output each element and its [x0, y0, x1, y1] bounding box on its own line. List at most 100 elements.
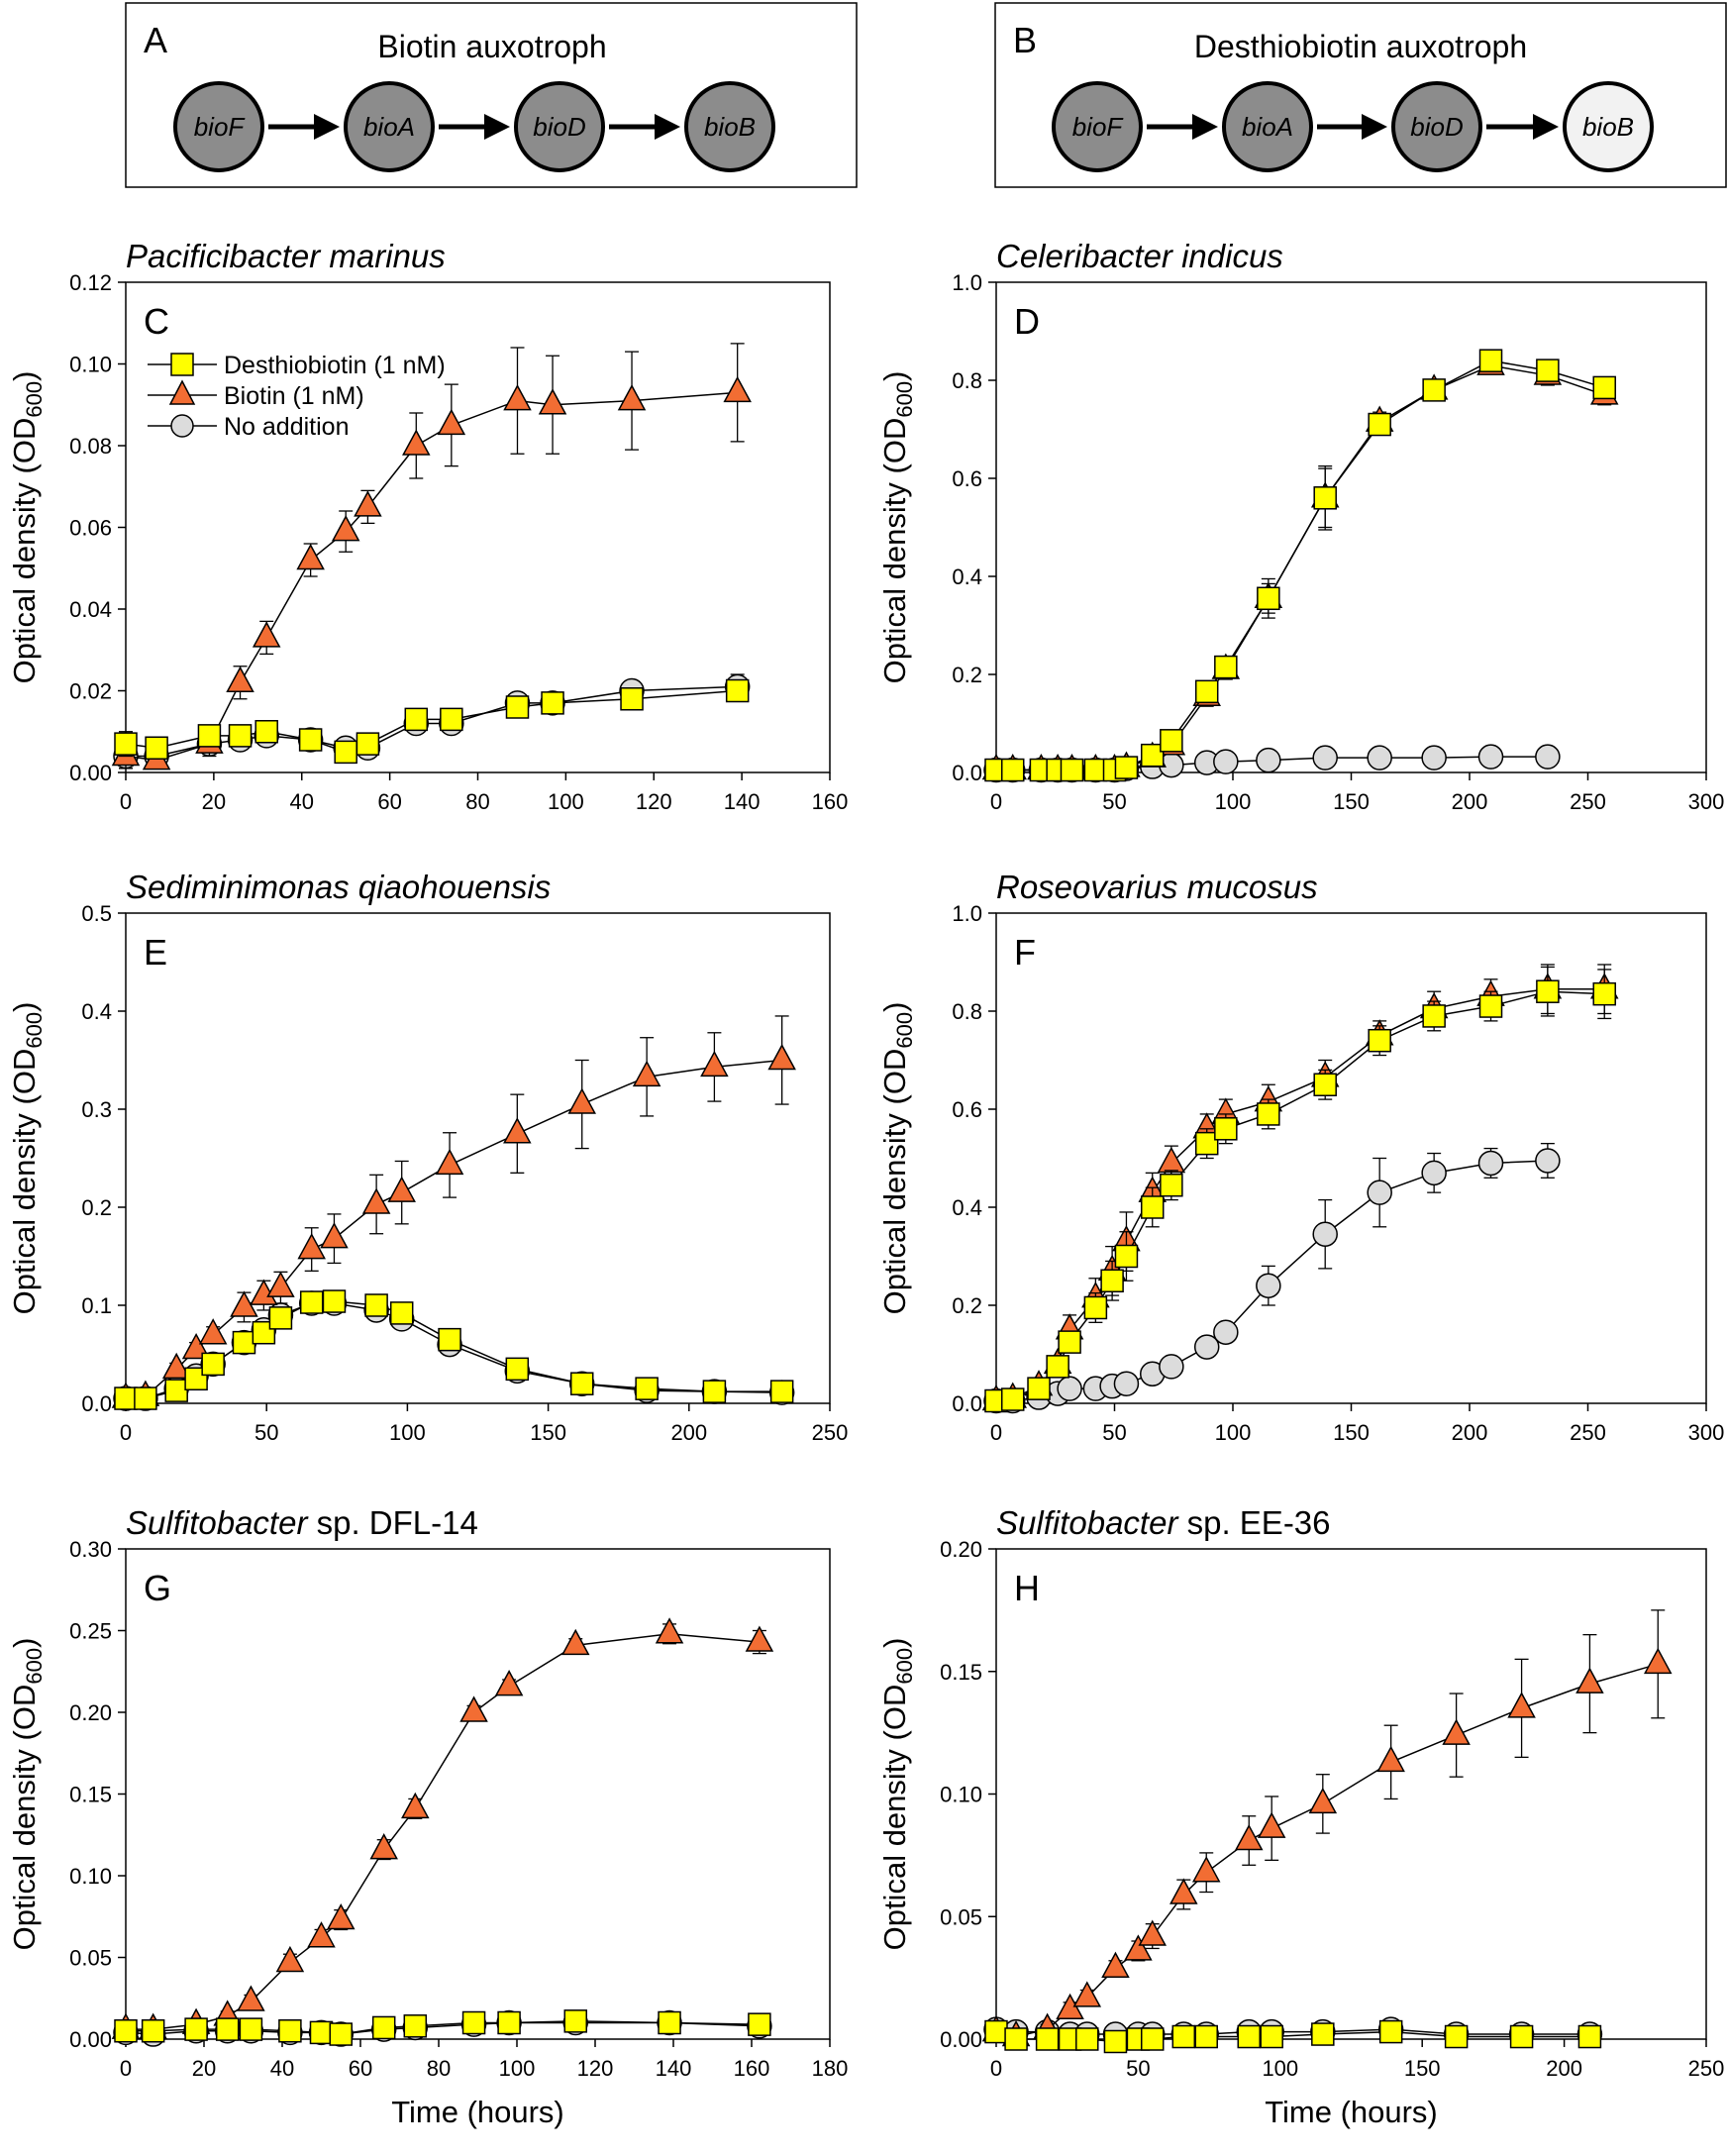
data-point-square [1140, 2027, 1165, 2051]
data-point-triangle [1072, 1981, 1102, 2007]
x-tick-label: 150 [1333, 1420, 1370, 1445]
y-tick-label: 0.2 [952, 1293, 982, 1318]
data-point-square [635, 1377, 659, 1400]
chart-title-italic: Sediminimonas qiaohouensis [126, 869, 551, 905]
data-point-circle [1312, 745, 1338, 770]
x-tick-label: 60 [377, 789, 401, 814]
gene-circle-bioA [1222, 81, 1313, 172]
series-triangle [111, 1617, 774, 2039]
data-point-square [329, 2022, 353, 2046]
x-tick-label: 160 [812, 789, 849, 814]
data-point-triangle [297, 1232, 326, 1260]
data-point-triangle [361, 1187, 391, 1214]
series-line [126, 1633, 760, 2030]
panel-letter: B [1013, 20, 1037, 60]
x-tick-label: 100 [1215, 1420, 1252, 1445]
y-tick-label: 0.2 [81, 1195, 112, 1220]
x-tick-label: 300 [1688, 789, 1725, 814]
y-axis-label-main: Optical density (OD [877, 1685, 912, 1951]
gene-label: bioA [1242, 112, 1293, 142]
data-point-square [658, 2010, 681, 2035]
x-tick-label: 0 [990, 1420, 1002, 1445]
data-point-triangle [503, 1117, 532, 1144]
data-point-square [164, 1379, 188, 1402]
data-point-triangle [237, 1985, 265, 2011]
data-point-circle [1477, 1150, 1504, 1177]
data-point-square [1444, 2024, 1469, 2049]
x-tick-label: 100 [389, 1420, 426, 1445]
data-point-circle [1535, 1148, 1561, 1174]
data-point-square [769, 1380, 794, 1403]
data-point-triangle [1101, 1951, 1130, 1978]
data-point-square [403, 2014, 428, 2038]
chart-title-italic: Celeribacter indicus [996, 238, 1283, 274]
gene-circle-bioF [1052, 81, 1143, 172]
legend: Desthiobiotin (1 nM) Biotin (1 nM) No addi… [148, 352, 446, 441]
x-tick-label: 50 [1126, 2056, 1150, 2081]
data-point-square [438, 1327, 461, 1352]
data-point-square [364, 1293, 388, 1317]
y-tick-label: 0.4 [952, 565, 982, 589]
data-point-triangle [354, 490, 382, 517]
data-point-square [1075, 2027, 1099, 2051]
data-point-square [1171, 2024, 1196, 2049]
data-point-triangle [1376, 1745, 1405, 1773]
data-point-triangle [767, 1043, 796, 1071]
chart-title: Roseovarius mucosus [996, 869, 1318, 905]
data-point-triangle [1576, 1667, 1604, 1694]
y-axis-label-main: Optical density (OD [7, 418, 42, 684]
data-point-triangle [632, 1060, 661, 1087]
data-point-square [389, 1301, 414, 1325]
y-tick-label: 0.25 [69, 1619, 112, 1644]
data-point-triangle [655, 1617, 684, 1644]
data-point-square [1478, 349, 1503, 372]
x-tick-label: 180 [812, 2056, 849, 2081]
y-tick-label: 1.0 [952, 270, 982, 295]
chart-title-italic: Pacificibacter marinus [126, 238, 446, 274]
data-point-circle [1256, 1273, 1281, 1298]
x-tick-label: 60 [349, 2056, 372, 2081]
gene-circle-bioF [173, 81, 264, 172]
data-point-square [1214, 655, 1238, 679]
data-point-circle [1193, 1334, 1220, 1360]
data-point-square [569, 1372, 594, 1395]
data-point-square [334, 740, 357, 765]
data-point-square [1536, 359, 1560, 382]
x-tick-label: 100 [548, 789, 584, 814]
x-tick-label: 0 [120, 2056, 132, 2081]
legend-label: Desthiobiotin (1 nM) [224, 352, 446, 379]
x-tick-label: 0 [990, 2056, 1002, 2081]
data-point-square [1311, 2022, 1335, 2046]
y-tick-label: 0.1 [81, 1293, 112, 1318]
data-point-triangle [1138, 1919, 1167, 1946]
data-point-square [1260, 2024, 1283, 2049]
data-point-triangle [567, 1087, 596, 1114]
data-point-square [620, 687, 644, 711]
y-tick-label: 0.4 [81, 999, 112, 1024]
data-point-triangle [326, 1902, 356, 1930]
data-point-triangle [560, 1628, 590, 1656]
chart-title: Sediminimonas qiaohouensis [126, 869, 551, 905]
plot-frame [125, 1548, 831, 2040]
chart-panel-H: Sulfitobacter sp. EE-36 H 0 50 100 150 200 250 0… [877, 1504, 1724, 2129]
y-axis-label: Optical density (OD600) [877, 1002, 917, 1315]
data-point-square [1214, 1117, 1238, 1141]
y-axis-label-subscript: 600 [892, 381, 917, 418]
data-point-square [201, 1352, 225, 1377]
x-axis-label: Time (hours) [1265, 2095, 1438, 2129]
data-point-triangle [745, 1625, 774, 1652]
data-point-square [563, 2009, 587, 2033]
data-point-triangle [1124, 1934, 1153, 1961]
panel-letter: F [1014, 932, 1036, 973]
y-tick-label: 0.0 [952, 1391, 982, 1416]
pathway-arrow-head [314, 114, 340, 140]
y-tick-label: 0.05 [940, 1904, 982, 1929]
panel-letter: A [144, 20, 167, 60]
data-point-square [298, 728, 323, 752]
x-axis-label: Time (hours) [391, 2095, 564, 2129]
y-tick-label: 0.12 [69, 270, 112, 295]
data-point-square [984, 2019, 1008, 2044]
data-point-square [1422, 378, 1446, 402]
y-axis-label-subscript: 600 [22, 381, 47, 418]
